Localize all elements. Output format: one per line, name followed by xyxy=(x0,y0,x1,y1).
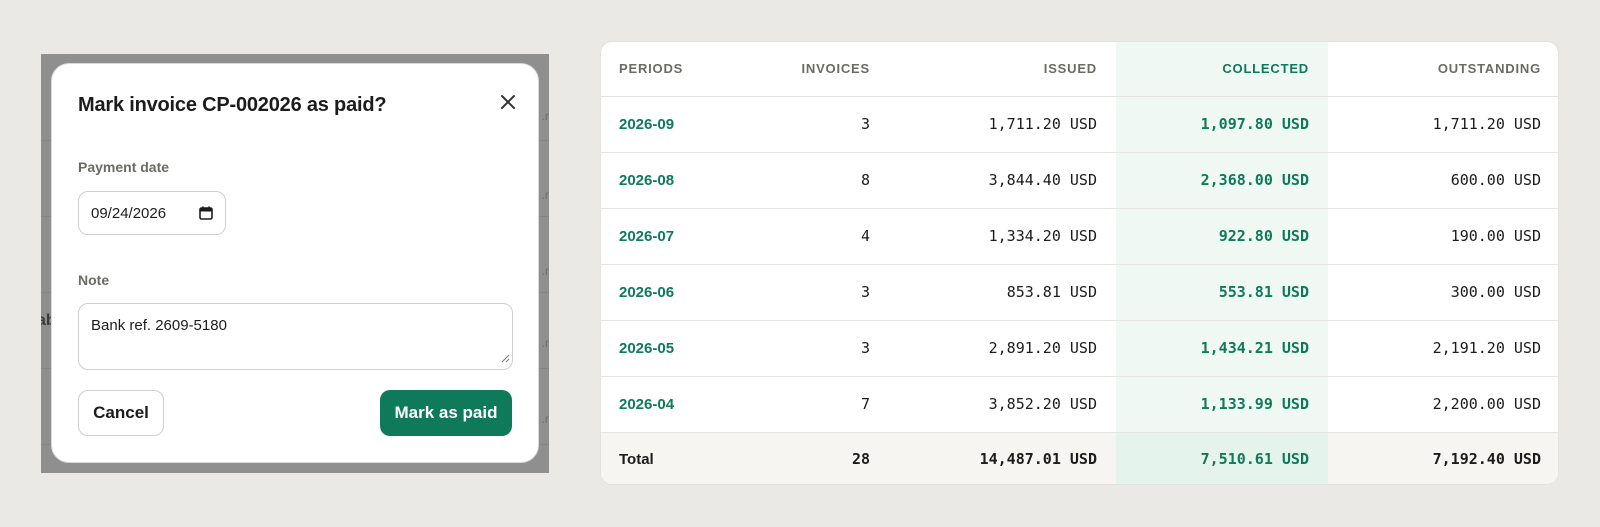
table-row: 2026-04 7 3,852.20 USD 1,133.99 USD 2,20… xyxy=(601,376,1558,433)
outstanding-cell: 2,200.00 USD xyxy=(1328,376,1558,433)
period-link[interactable]: 2026-06 xyxy=(601,264,771,321)
column-header-outstanding: OUTSTANDING xyxy=(1328,42,1558,97)
collected-cell: 922.80 USD xyxy=(1116,208,1328,265)
period-link[interactable]: 2026-07 xyxy=(601,208,771,265)
table-row: 2026-06 3 853.81 USD 553.81 USD 300.00 U… xyxy=(601,264,1558,321)
total-issued-cell: 14,487.01 USD xyxy=(889,432,1116,484)
issued-cell: 853.81 USD xyxy=(889,264,1116,321)
cancel-button[interactable]: Cancel xyxy=(78,390,164,436)
invoices-cell: 4 xyxy=(771,208,889,265)
note-value: Bank ref. 2609-5180 xyxy=(91,317,227,334)
table-header-row: PERIODS INVOICES ISSUED COLLECTED OUTSTA… xyxy=(601,42,1558,97)
background-text-fragment: .r xyxy=(541,412,549,426)
period-link[interactable]: 2026-08 xyxy=(601,152,771,209)
total-invoices-cell: 28 xyxy=(771,432,889,484)
period-link[interactable]: 2026-09 xyxy=(601,96,771,153)
table-row: 2026-05 3 2,891.20 USD 1,434.21 USD 2,19… xyxy=(601,320,1558,377)
total-label: Total xyxy=(601,432,771,484)
issued-cell: 1,711.20 USD xyxy=(889,96,1116,153)
note-label: Note xyxy=(78,272,110,288)
invoices-cell: 3 xyxy=(771,96,889,153)
mark-paid-dialog: Mark invoice CP-002026 as paid? Payment … xyxy=(51,63,539,463)
collected-cell: 2,368.00 USD xyxy=(1116,152,1328,209)
background-text-fragment: .r xyxy=(541,109,549,123)
total-outstanding-cell: 7,192.40 USD xyxy=(1328,432,1558,484)
dialog-title: Mark invoice CP-002026 as paid? xyxy=(78,94,387,116)
issued-cell: 1,334.20 USD xyxy=(889,208,1116,265)
column-header-periods: PERIODS xyxy=(601,42,771,97)
mark-as-paid-button[interactable]: Mark as paid xyxy=(380,390,512,436)
invoices-cell: 3 xyxy=(771,320,889,377)
invoices-cell: 8 xyxy=(771,152,889,209)
period-link[interactable]: 2026-04 xyxy=(601,376,771,433)
total-collected-cell: 7,510.61 USD xyxy=(1116,432,1328,484)
collected-cell: 1,133.99 USD xyxy=(1116,376,1328,433)
collected-cell: 1,434.21 USD xyxy=(1116,320,1328,377)
periods-summary-table: PERIODS INVOICES ISSUED COLLECTED OUTSTA… xyxy=(600,41,1559,485)
payment-date-input[interactable]: 09/24/2026 xyxy=(78,191,226,235)
resize-handle-icon[interactable] xyxy=(501,350,510,367)
outstanding-cell: 2,191.20 USD xyxy=(1328,320,1558,377)
outstanding-cell: 600.00 USD xyxy=(1328,152,1558,209)
note-textarea[interactable]: Bank ref. 2609-5180 xyxy=(78,303,513,370)
calendar-icon[interactable] xyxy=(199,206,213,220)
background-text-fragment: .r xyxy=(541,336,549,350)
close-icon[interactable] xyxy=(498,92,518,112)
table-row: 2026-09 3 1,711.20 USD 1,097.80 USD 1,71… xyxy=(601,96,1558,153)
outstanding-cell: 300.00 USD xyxy=(1328,264,1558,321)
table-row: 2026-07 4 1,334.20 USD 922.80 USD 190.00… xyxy=(601,208,1558,265)
invoices-cell: 3 xyxy=(771,264,889,321)
column-header-invoices: INVOICES xyxy=(771,42,889,97)
issued-cell: 3,844.40 USD xyxy=(889,152,1116,209)
invoices-cell: 7 xyxy=(771,376,889,433)
outstanding-cell: 1,711.20 USD xyxy=(1328,96,1558,153)
outstanding-cell: 190.00 USD xyxy=(1328,208,1558,265)
payment-date-label: Payment date xyxy=(78,159,170,175)
background-text-fragment: .r xyxy=(541,264,549,278)
issued-cell: 2,891.20 USD xyxy=(889,320,1116,377)
collected-cell: 1,097.80 USD xyxy=(1116,96,1328,153)
period-link[interactable]: 2026-05 xyxy=(601,320,771,377)
issued-cell: 3,852.20 USD xyxy=(889,376,1116,433)
table-row: 2026-08 8 3,844.40 USD 2,368.00 USD 600.… xyxy=(601,152,1558,209)
column-header-collected: COLLECTED xyxy=(1116,42,1328,97)
background-text-fragment: .r xyxy=(541,188,549,202)
table-total-row: Total 28 14,487.01 USD 7,510.61 USD 7,19… xyxy=(601,432,1558,484)
column-header-issued: ISSUED xyxy=(889,42,1116,97)
payment-date-value: 09/24/2026 xyxy=(91,204,167,222)
collected-cell: 553.81 USD xyxy=(1116,264,1328,321)
